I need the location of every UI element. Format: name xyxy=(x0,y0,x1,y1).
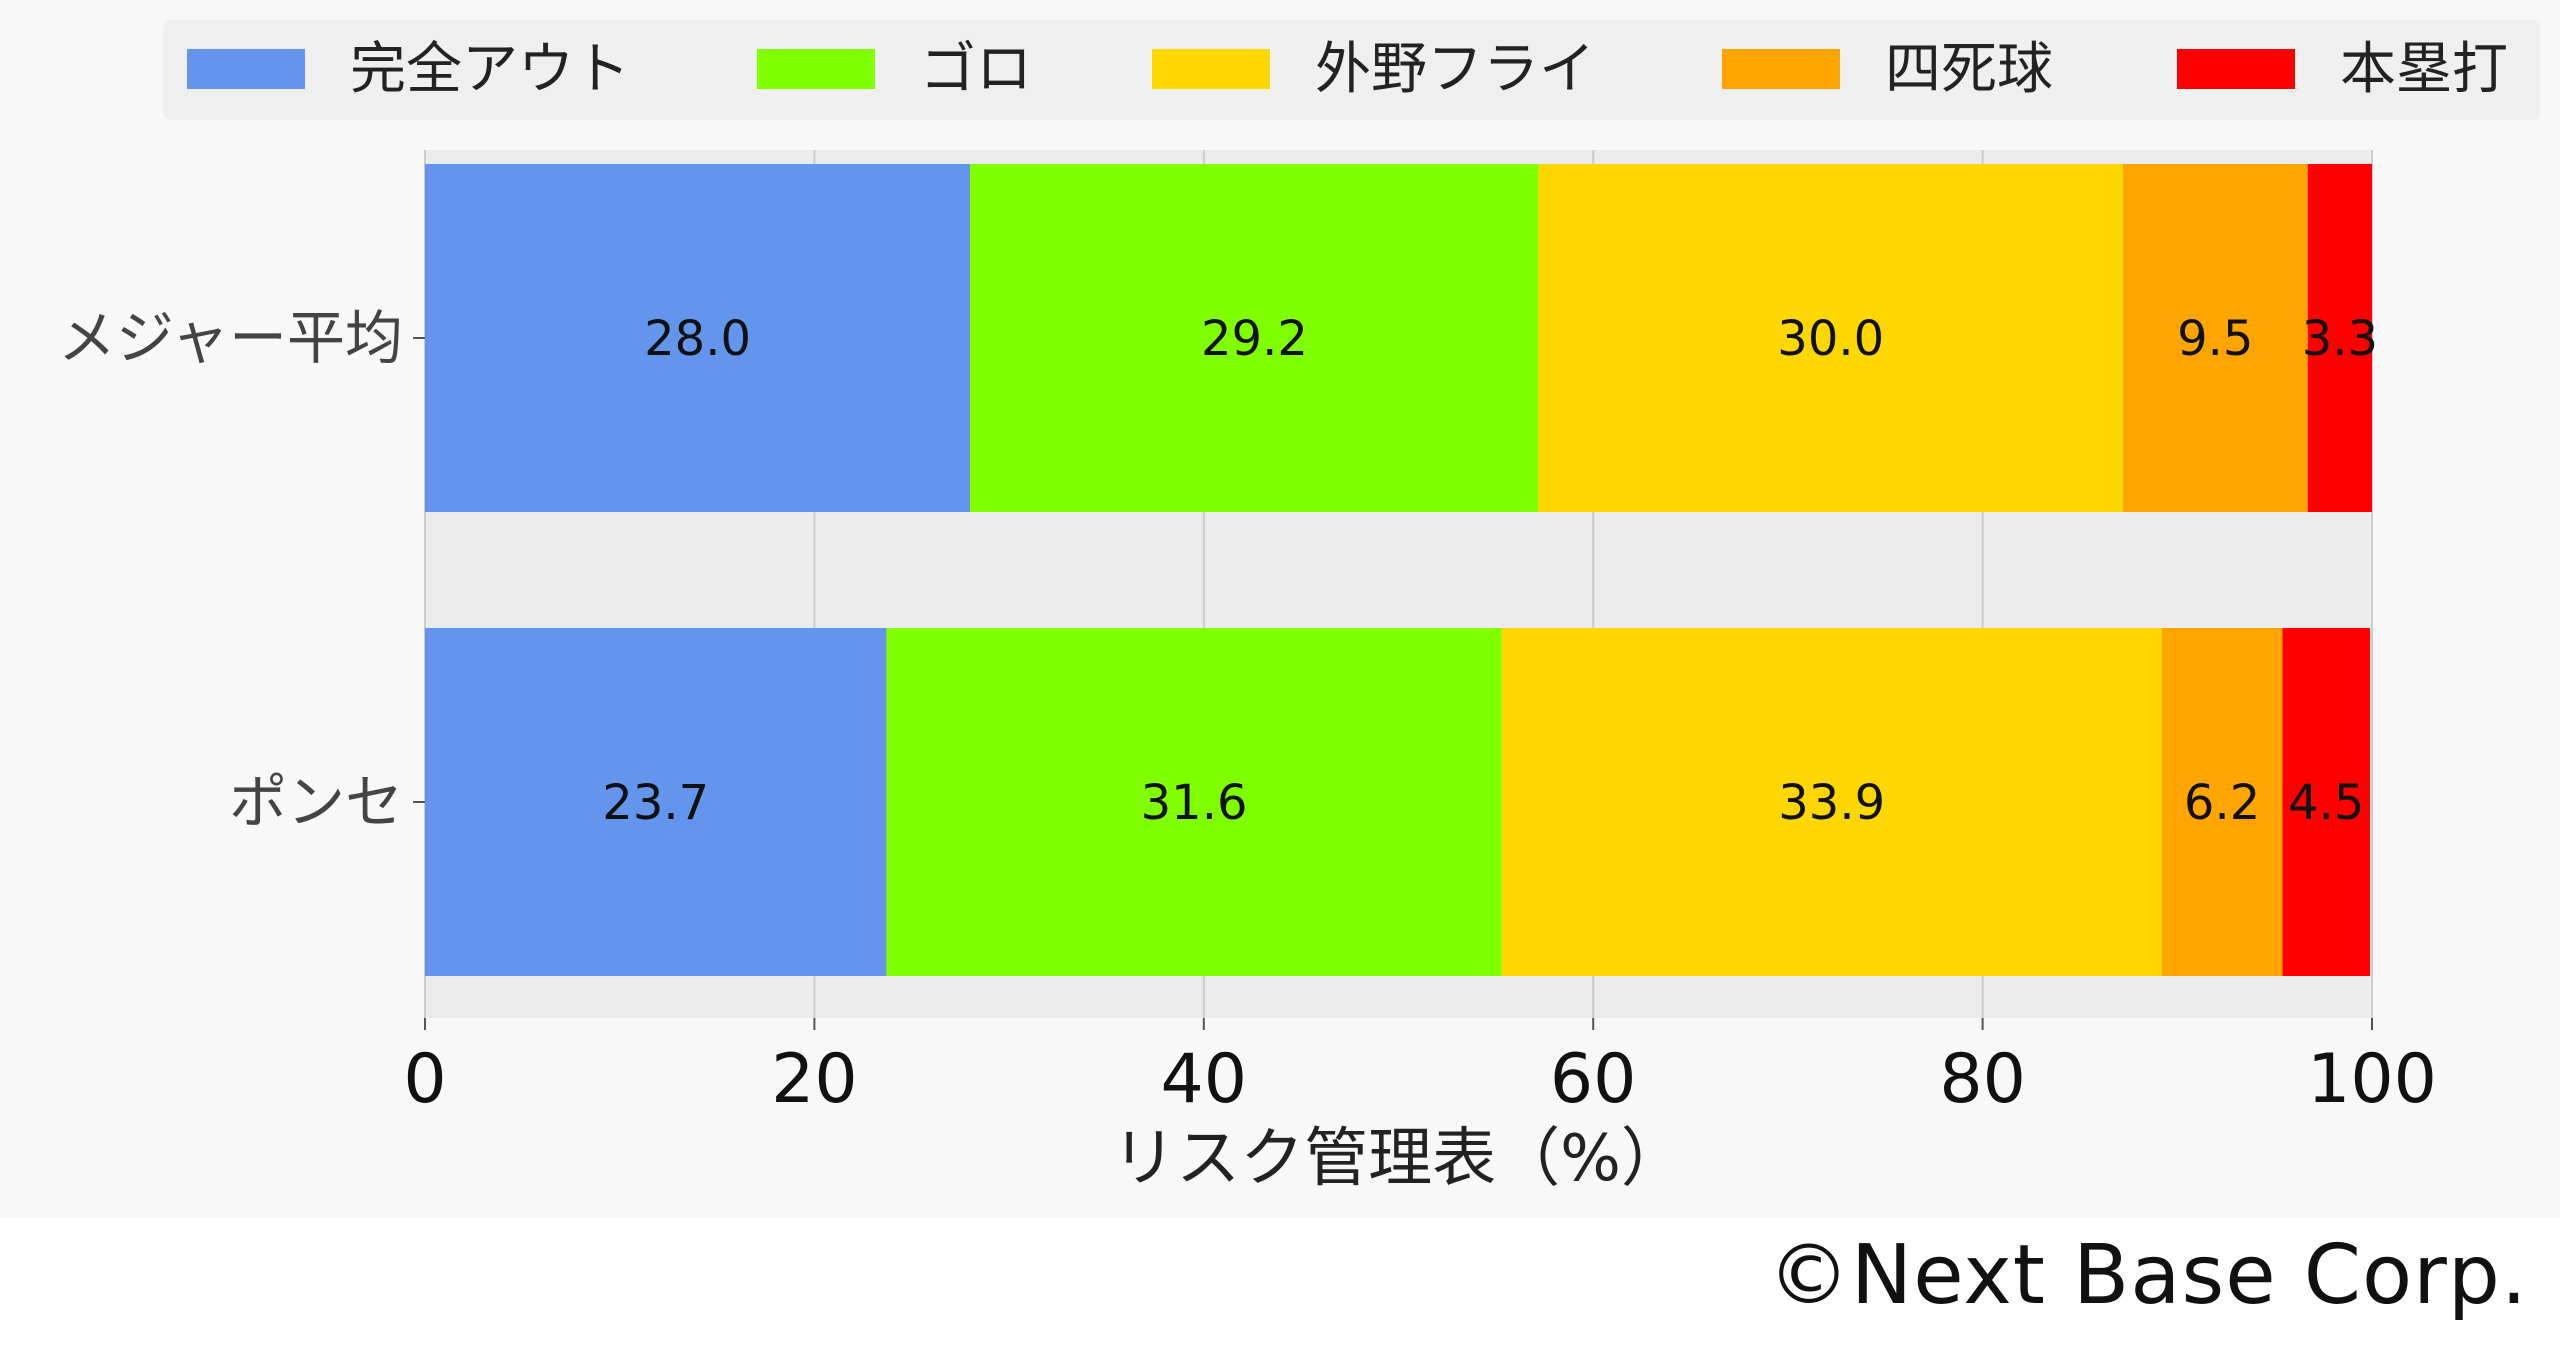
bar-segment xyxy=(2122,164,2308,512)
legend-swatch xyxy=(187,49,305,89)
data-label: 23.7 xyxy=(602,775,709,831)
legend-label: 本塁打 xyxy=(2340,37,2508,102)
data-label: 4.5 xyxy=(2288,775,2364,831)
bar-segment xyxy=(886,628,1502,976)
legend-swatch xyxy=(757,49,875,89)
bar-segment xyxy=(1501,628,2162,976)
legend-swatch xyxy=(1152,49,1270,89)
data-label: 31.6 xyxy=(1141,775,1248,831)
bar-segment xyxy=(2282,628,2371,976)
legend-swatch xyxy=(2177,49,2295,89)
chart-canvas: 0 20 40 60 80 100 リスク管理表（%） 28.0 29.2 30.0 9.5 3.3 メ… xyxy=(57,20,2540,1196)
data-label: 9.5 xyxy=(2177,311,2253,367)
legend-label: 四死球 xyxy=(1885,37,2053,102)
x-axis-label: リスク管理表（%） xyxy=(1112,1122,1685,1196)
data-label: 28.0 xyxy=(644,311,751,367)
y-category-label: メジャー平均 xyxy=(58,304,403,372)
x-tick-label: 40 xyxy=(1161,1040,1248,1119)
legend-label: 完全アウト xyxy=(350,37,630,102)
legend-label: 外野フライ xyxy=(1315,37,1595,102)
bar-segment xyxy=(425,628,887,976)
data-label: 3.3 xyxy=(2302,311,2378,367)
x-tick-label: 100 xyxy=(2307,1040,2437,1119)
legend-swatch xyxy=(1722,49,1840,89)
data-label: 30.0 xyxy=(1777,311,1884,367)
legend-box xyxy=(163,20,2540,120)
data-label: 6.2 xyxy=(2184,775,2260,831)
bar-segment xyxy=(970,164,1539,512)
x-tick-label: 60 xyxy=(1550,1040,1637,1119)
y-category-label: ポンセ xyxy=(229,768,403,836)
data-label: 33.9 xyxy=(1778,775,1885,831)
bar-segment xyxy=(425,164,971,512)
bar-segment xyxy=(2161,628,2283,976)
x-tick-label: 80 xyxy=(1939,1040,2026,1119)
x-tick-label: 20 xyxy=(771,1040,858,1119)
copyright-notice: ©Next Base Corp. xyxy=(1767,1228,2528,1323)
bar-segment xyxy=(1538,164,2123,512)
data-label: 29.2 xyxy=(1201,311,1308,367)
legend-label: ゴロ xyxy=(920,37,1032,102)
x-tick-label: 0 xyxy=(403,1040,446,1119)
bar-segment xyxy=(2307,164,2372,512)
